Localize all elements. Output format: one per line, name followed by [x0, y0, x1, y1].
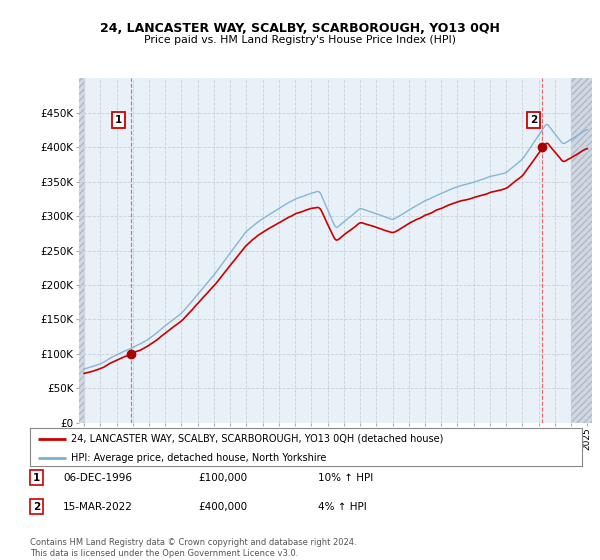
Text: 10% ↑ HPI: 10% ↑ HPI: [318, 473, 373, 483]
Bar: [79, 78, 84, 423]
Text: £400,000: £400,000: [198, 502, 247, 512]
Text: 2: 2: [530, 115, 538, 125]
Text: Price paid vs. HM Land Registry's House Price Index (HPI): Price paid vs. HM Land Registry's House …: [144, 35, 456, 45]
Bar: [571, 78, 592, 423]
Text: £100,000: £100,000: [198, 473, 247, 483]
Text: 2: 2: [33, 502, 40, 512]
Text: Contains HM Land Registry data © Crown copyright and database right 2024.
This d: Contains HM Land Registry data © Crown c…: [30, 538, 356, 558]
Bar: [79, 78, 84, 423]
Text: 24, LANCASTER WAY, SCALBY, SCARBOROUGH, YO13 0QH (detached house): 24, LANCASTER WAY, SCALBY, SCARBOROUGH, …: [71, 433, 444, 444]
Text: 24, LANCASTER WAY, SCALBY, SCARBOROUGH, YO13 0QH: 24, LANCASTER WAY, SCALBY, SCARBOROUGH, …: [100, 22, 500, 35]
Text: 06-DEC-1996: 06-DEC-1996: [63, 473, 132, 483]
Text: 1: 1: [33, 473, 40, 483]
Text: 1: 1: [115, 115, 122, 125]
Text: HPI: Average price, detached house, North Yorkshire: HPI: Average price, detached house, Nort…: [71, 452, 327, 463]
Text: 4% ↑ HPI: 4% ↑ HPI: [318, 502, 367, 512]
Text: 15-MAR-2022: 15-MAR-2022: [63, 502, 133, 512]
Bar: [571, 78, 592, 423]
